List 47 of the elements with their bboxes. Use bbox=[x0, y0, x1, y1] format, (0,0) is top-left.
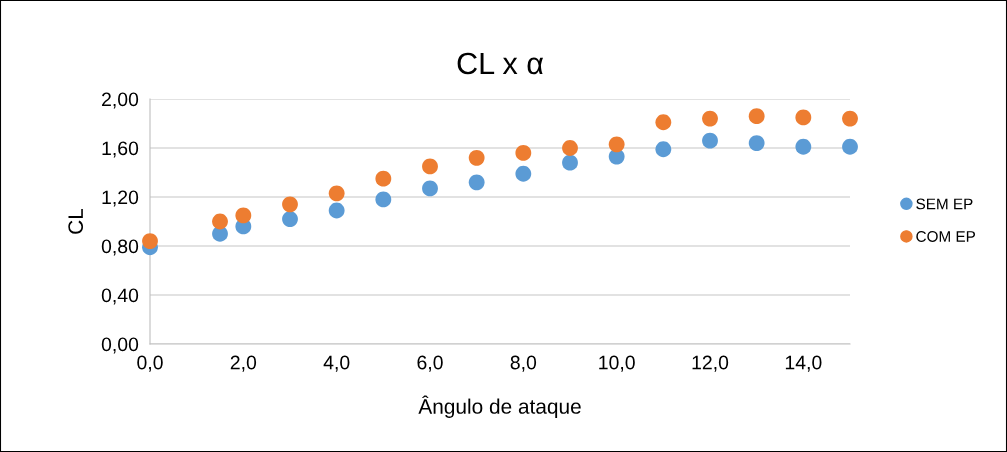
point bbox=[142, 233, 158, 250]
point bbox=[422, 158, 438, 175]
point bbox=[468, 174, 485, 191]
point bbox=[515, 165, 532, 182]
point bbox=[328, 185, 345, 202]
point bbox=[328, 202, 345, 219]
chart-title: CL x α bbox=[457, 52, 544, 75]
x-tick-label: 8,0 bbox=[510, 355, 537, 372]
x-axis-title: Ângulo de ataque bbox=[418, 395, 581, 418]
point bbox=[375, 191, 392, 208]
point bbox=[702, 132, 718, 149]
point bbox=[212, 213, 228, 230]
point bbox=[375, 170, 392, 187]
y-tick-label: 0,00 bbox=[101, 337, 139, 354]
x-tick-label: 6,0 bbox=[417, 355, 443, 372]
x-tick-label: 2,0 bbox=[230, 355, 257, 372]
point bbox=[842, 138, 858, 155]
point bbox=[562, 154, 578, 171]
point bbox=[748, 135, 765, 152]
point bbox=[468, 149, 485, 166]
x-tick-label: 10,0 bbox=[599, 355, 635, 372]
y-tick-label: 2,00 bbox=[102, 92, 139, 109]
point bbox=[282, 196, 298, 213]
point bbox=[515, 144, 532, 161]
y-tick-label: 1,60 bbox=[102, 141, 139, 158]
point bbox=[422, 180, 438, 197]
point bbox=[795, 138, 812, 155]
point bbox=[562, 140, 578, 156]
point bbox=[655, 141, 672, 158]
y-tick-label: 0,40 bbox=[101, 288, 139, 305]
point bbox=[235, 207, 252, 224]
point bbox=[842, 110, 858, 127]
y-axis-title: CL bbox=[68, 208, 84, 234]
x-tick-label: 12,0 bbox=[692, 355, 729, 372]
legend-label: SEM EP bbox=[916, 198, 973, 210]
point bbox=[655, 114, 672, 131]
point bbox=[608, 136, 625, 153]
point bbox=[795, 109, 812, 126]
point bbox=[702, 110, 718, 127]
x-tick-label: 0,0 bbox=[137, 355, 163, 372]
y-tick-label: 1,20 bbox=[102, 190, 139, 207]
point bbox=[748, 108, 765, 125]
legend-label: COM EP bbox=[916, 231, 976, 242]
point bbox=[282, 211, 298, 227]
x-tick-label: 4,0 bbox=[323, 355, 350, 372]
y-tick-label: 0,80 bbox=[101, 239, 139, 256]
x-tick-label: 14,0 bbox=[785, 355, 822, 372]
